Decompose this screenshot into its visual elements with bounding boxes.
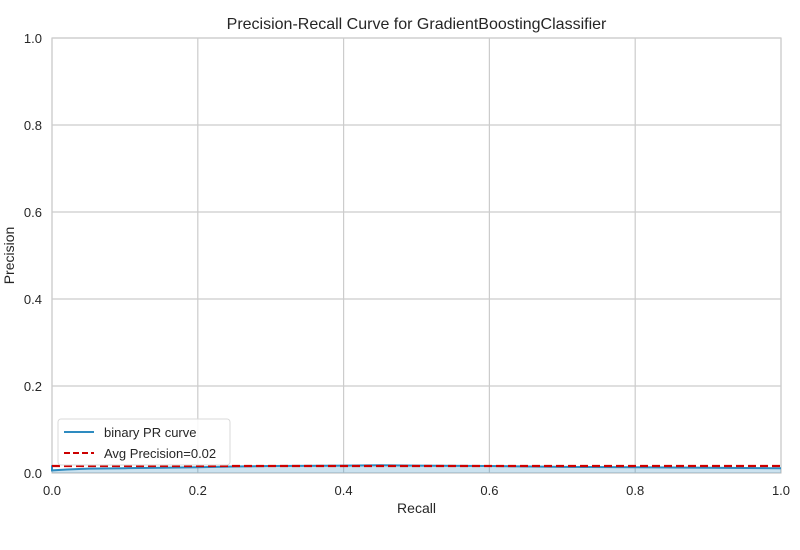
- legend-label-avg-precision: Avg Precision=0.02: [104, 446, 216, 461]
- y-tick-label: 0.6: [24, 205, 42, 220]
- y-tick-label: 0.0: [24, 466, 42, 481]
- legend-label-pr-curve: binary PR curve: [104, 425, 196, 440]
- series-layer: [51, 464, 782, 473]
- x-tick-label: 0.6: [480, 483, 498, 498]
- y-tick-label: 1.0: [24, 31, 42, 46]
- x-axis-label: Recall: [397, 500, 436, 516]
- y-tick-labels: 0.0 0.2 0.4 0.6 0.8 1.0: [24, 31, 42, 481]
- x-tick-label: 0.2: [189, 483, 207, 498]
- legend-box: [57, 418, 231, 466]
- plot-frame: [51, 37, 782, 474]
- x-tick-label: 0.8: [626, 483, 644, 498]
- y-axis-label: Precision: [1, 227, 17, 285]
- chart-title: Precision-Recall Curve for GradientBoost…: [227, 16, 607, 33]
- x-tick-labels: 0.0 0.2 0.4 0.6 0.8 1.0: [43, 483, 790, 498]
- y-tick-label: 0.8: [24, 118, 42, 133]
- x-tick-label: 1.0: [772, 483, 790, 498]
- x-tick-label: 0.4: [335, 483, 353, 498]
- y-tick-label: 0.4: [24, 292, 42, 307]
- y-tick-label: 0.2: [24, 379, 42, 394]
- x-tick-label: 0.0: [43, 483, 61, 498]
- legend: binary PR curve Avg Precision=0.02: [57, 418, 231, 466]
